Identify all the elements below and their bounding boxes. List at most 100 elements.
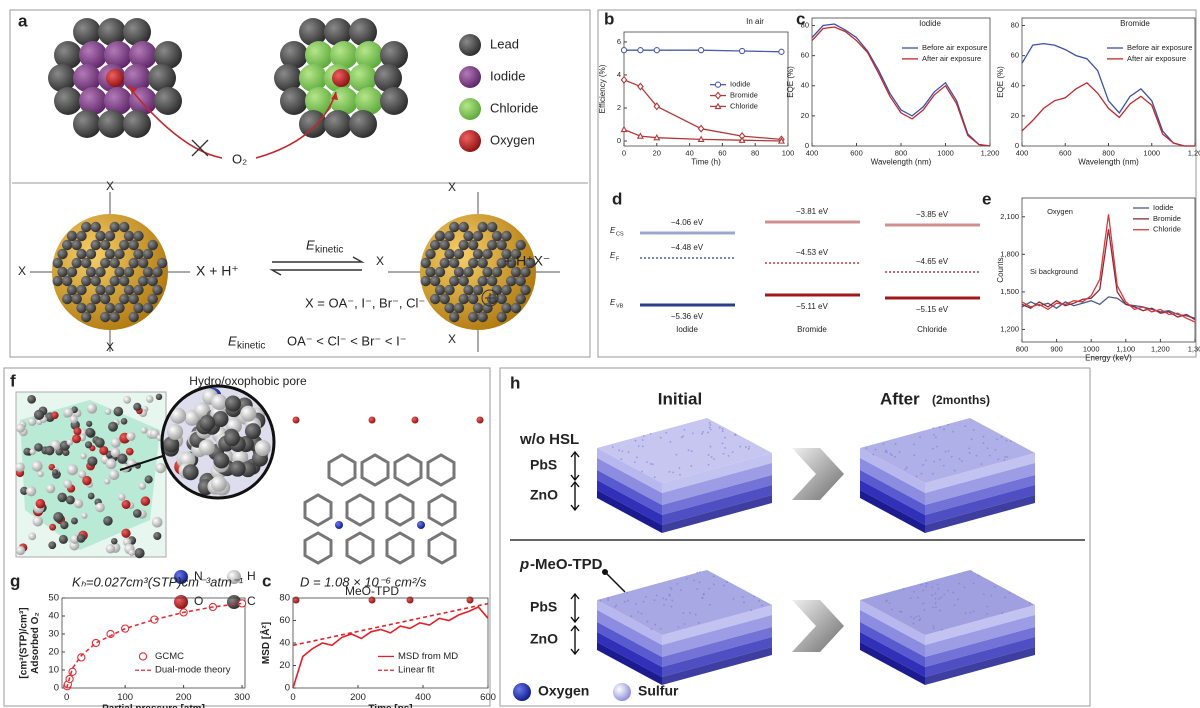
legend-label: Sulfur (638, 683, 679, 699)
atom (72, 434, 81, 443)
atom (513, 683, 531, 701)
texture-dot (973, 583, 975, 585)
atom (152, 267, 162, 277)
atom (501, 303, 511, 313)
annotation: Si background (1030, 267, 1078, 276)
texture-dot (1009, 592, 1011, 594)
texture-dot (641, 471, 643, 473)
texture-dot (708, 454, 710, 456)
texture-dot (753, 596, 755, 598)
texture-dot (628, 451, 630, 453)
legend-marker (715, 104, 720, 109)
atom (255, 440, 271, 456)
atom (122, 500, 131, 509)
molecule-ring (347, 533, 373, 563)
texture-dot (713, 458, 715, 460)
atom (104, 478, 110, 484)
column-title: After (880, 389, 920, 408)
marker (638, 48, 643, 53)
atom (487, 276, 497, 286)
panel-label: b (604, 9, 614, 28)
texture-dot (913, 454, 915, 456)
texture-dot (925, 586, 927, 588)
marker (739, 138, 744, 143)
atom (440, 240, 450, 250)
page: { "panels": { "labels": {"a": "a", "b": … (0, 0, 1200, 708)
atom (245, 423, 261, 439)
texture-dot (924, 609, 926, 611)
column-note: (2months) (932, 393, 990, 407)
texture-dot (709, 424, 711, 426)
atom (74, 427, 82, 435)
texture-dot (677, 626, 679, 628)
atom (34, 410, 44, 420)
texture-dot (1004, 459, 1006, 461)
atom (454, 303, 464, 313)
texture-dot (996, 438, 998, 440)
atom (26, 486, 36, 496)
atom (16, 424, 25, 433)
atom (71, 518, 78, 525)
texture-dot (933, 628, 935, 630)
texture-dot (945, 451, 947, 453)
texture-dot (627, 600, 629, 602)
atom (105, 303, 115, 313)
atom (105, 408, 111, 414)
atom (27, 395, 36, 404)
atom (76, 303, 86, 313)
atom (230, 461, 246, 477)
texture-dot (910, 616, 912, 618)
atom (492, 267, 502, 277)
atom (110, 258, 120, 268)
marker (698, 125, 703, 131)
texture-dot (900, 611, 902, 613)
atom (153, 532, 161, 540)
texture-dot (886, 600, 888, 602)
x-tick-label: 20 (653, 148, 661, 157)
atom (124, 231, 134, 241)
atom (34, 443, 43, 452)
texture-dot (931, 586, 933, 588)
texture-dot (1004, 596, 1006, 598)
texture-dot (964, 586, 966, 588)
texture-dot (702, 431, 704, 433)
atom (77, 534, 86, 543)
atom (143, 249, 153, 259)
texture-dot (692, 432, 694, 434)
layer-arrow (571, 482, 579, 510)
atom (487, 222, 497, 232)
row-label: -MeO-TPD (530, 556, 603, 573)
x-tick-label: 800 (1102, 148, 1115, 157)
atom (440, 258, 450, 268)
legend-label: Oxygen (490, 132, 535, 147)
atom (63, 479, 72, 488)
legend-label: Bromide (1153, 214, 1181, 223)
molecule-ring (429, 533, 455, 563)
atom (468, 258, 478, 268)
atom (369, 417, 376, 424)
atom (76, 285, 86, 295)
texture-dot (670, 606, 672, 608)
atom (449, 258, 459, 268)
texture-dot (983, 593, 985, 595)
x-tick-label: 1000 (937, 148, 954, 157)
atom (459, 130, 481, 152)
molecule-ring (329, 455, 355, 485)
level-value: −5.36 eV (671, 312, 704, 321)
panel-label: e (982, 189, 991, 208)
legend-label: Bromide (730, 91, 758, 100)
atom (46, 484, 55, 493)
atom (100, 294, 110, 304)
y-tick-label: 60 (801, 51, 809, 60)
texture-dot (969, 452, 971, 454)
layer-label: PbS (530, 457, 557, 473)
texture-dot (742, 596, 744, 598)
y-tick-label: 20 (48, 647, 59, 658)
atom (449, 222, 459, 232)
atom (119, 240, 129, 250)
atom (141, 496, 151, 506)
y-tick-label: 1,200 (1000, 324, 1019, 333)
atom (199, 439, 215, 455)
texture-dot (688, 449, 690, 451)
atom (133, 403, 141, 411)
